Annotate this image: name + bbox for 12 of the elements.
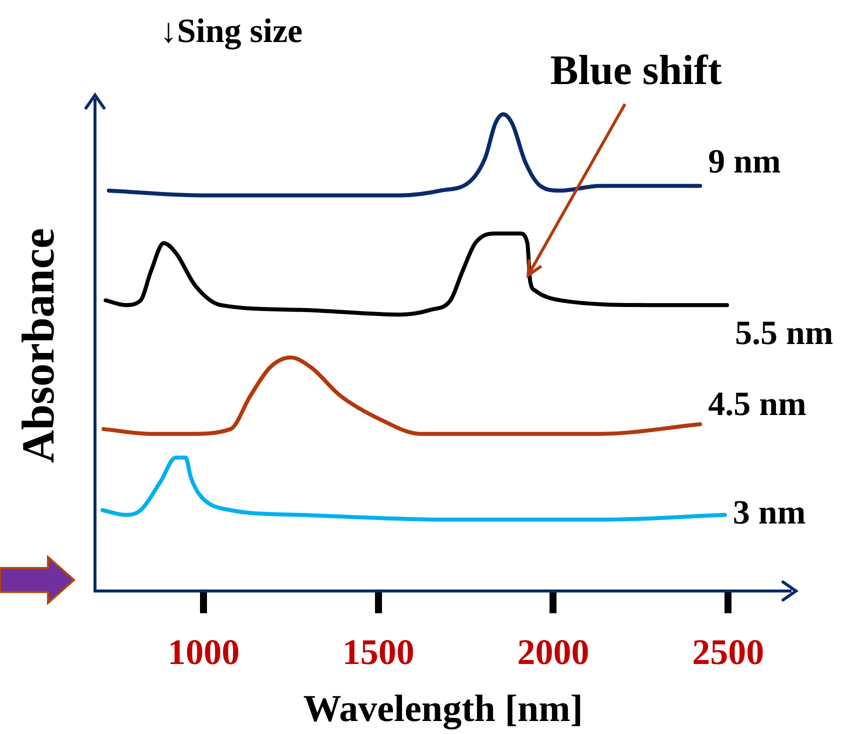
x-tick-label: 2000: [517, 632, 590, 672]
x-tick-label: 2500: [692, 632, 764, 672]
text: ↓Sing size: [160, 13, 303, 50]
series-label: 4.5 nm: [708, 386, 806, 424]
series-label: 5.5 nm: [735, 314, 834, 352]
x-tick-label: 1000: [168, 632, 240, 672]
x-tick-label: 1500: [342, 632, 414, 672]
x-axis-title: Wavelength [nm]: [303, 688, 583, 730]
y-axis-title: Absorbance: [12, 228, 64, 464]
series-label: 9 nm: [708, 144, 781, 181]
series-label: 3 nm: [732, 494, 806, 532]
annotation: Blue shift: [550, 48, 722, 94]
